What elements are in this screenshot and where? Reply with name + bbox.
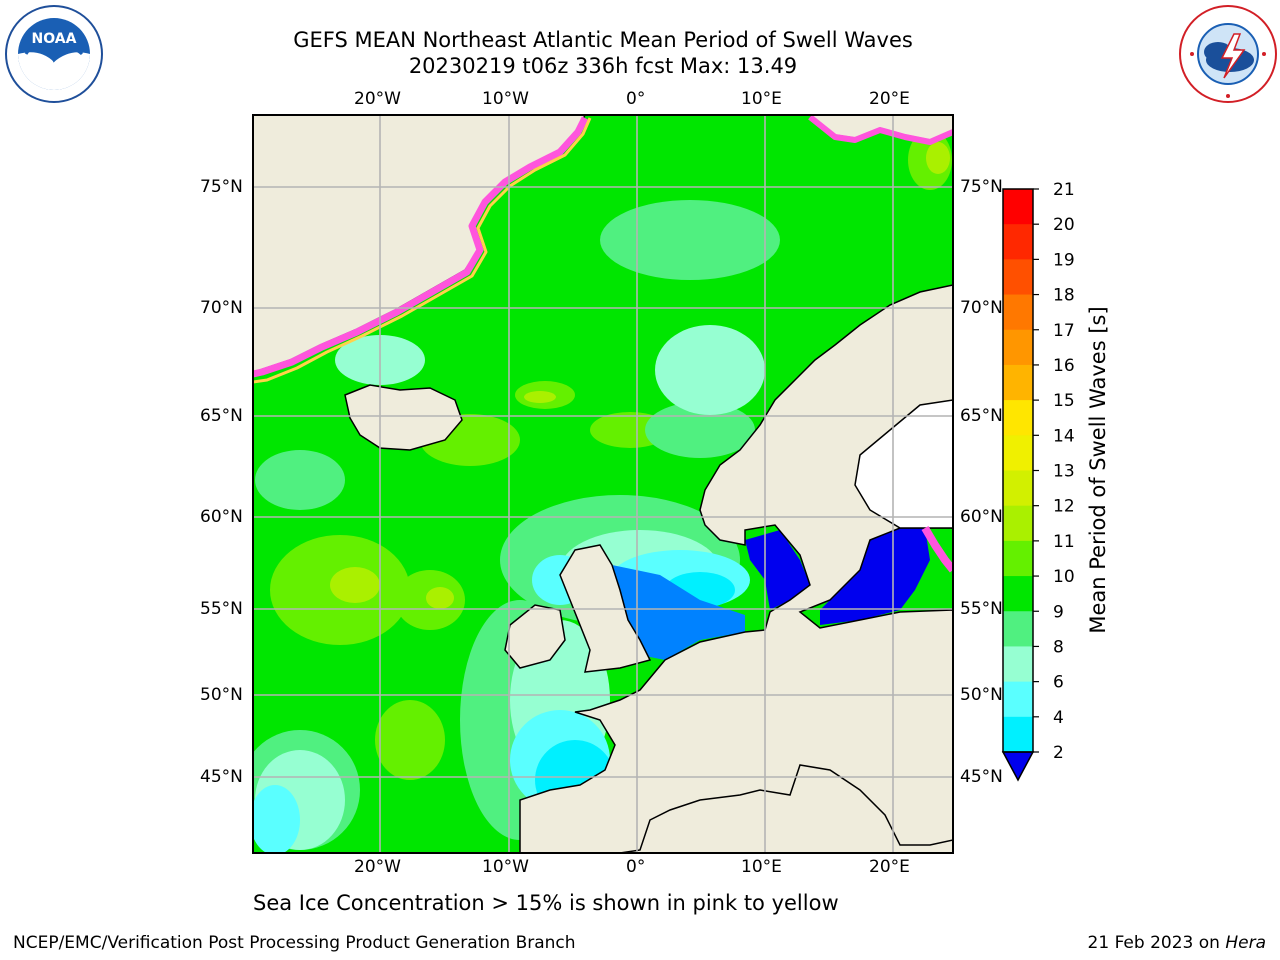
lon-label-top: 20°E (869, 89, 910, 109)
svg-text:NOAA: NOAA (32, 31, 77, 47)
lat-label-right: 55°N (960, 599, 1003, 619)
colorbar-tick-label: 16 (1053, 356, 1075, 376)
colorbar-cell (1003, 224, 1033, 260)
colorbar-tick-label: 10 (1053, 567, 1075, 587)
colorbar-cell (1003, 576, 1033, 612)
lon-label-top: 20°W (354, 89, 401, 109)
colorbar-extend-min (1001, 751, 1035, 782)
colorbar-tick-label: 4 (1053, 708, 1064, 728)
lon-label-bottom: 10°E (741, 857, 782, 877)
lon-label-top: 0° (626, 89, 646, 109)
no-data-region (854, 399, 953, 529)
colorbar-tick-label: 20 (1053, 215, 1075, 235)
colorbar: 21 20 19 18 17 16 15 14 13 12 11 10 9 8 6 4 2 (1001, 180, 1075, 782)
colorbar-cell (1003, 505, 1033, 542)
colorbar-cell (1003, 364, 1033, 401)
colorbar-cell (1003, 646, 1033, 683)
chart-subtitle: 20230219 t06z 336h fcst Max: 13.49 (408, 54, 798, 78)
footer-credit: NCEP/EMC/Verification Post Processing Pr… (13, 933, 576, 953)
lat-label-right: 60°N (960, 507, 1003, 527)
colorbar-tick-label: 19 (1053, 250, 1075, 270)
colorbar-tick-label: 17 (1053, 321, 1075, 341)
graticule (253, 115, 953, 853)
lat-label-left: 75°N (200, 177, 243, 197)
colorbar-cell (1003, 540, 1033, 577)
colorbar-tick-label: 8 (1053, 637, 1064, 657)
lat-label-left: 50°N (200, 685, 243, 705)
colorbar-cell (1003, 189, 1033, 225)
colorbar-tick-label: 18 (1053, 286, 1075, 306)
lat-label-right: 65°N (960, 406, 1003, 426)
colorbar-tick-label: 12 (1053, 497, 1075, 517)
lat-label-right: 70°N (960, 298, 1003, 318)
colorbar-tick-label: 14 (1053, 426, 1075, 446)
noaa-logo: NOAA (5, 5, 103, 103)
colorbar-tick-label: 13 (1053, 462, 1075, 482)
colorbar-tick-label: 11 (1053, 532, 1075, 552)
colorbar-cell (1003, 400, 1033, 436)
lon-label-bottom: 10°W (482, 857, 529, 877)
colorbar-cell (1003, 435, 1033, 471)
footer-date-text: 21 Feb 2023 on (1087, 933, 1220, 953)
chart-title: GEFS MEAN Northeast Atlantic Mean Period… (293, 28, 913, 52)
colorbar-ticks: 21 20 19 18 17 16 15 14 13 12 11 10 9 8 6 4 2 (1033, 180, 1075, 763)
colorbar-cell (1003, 259, 1033, 296)
colorbar-cell (1003, 294, 1033, 331)
lat-label-left: 55°N (200, 599, 243, 619)
lon-label-bottom: 0° (626, 857, 646, 877)
colorbar-tick-label: 15 (1053, 391, 1075, 411)
sea-ice-caption: Sea Ice Concentration > 15% is shown in … (253, 891, 839, 915)
colorbar-cell (1003, 681, 1033, 718)
lon-label-top: 10°E (741, 89, 782, 109)
colorbar-cell (1003, 611, 1033, 647)
lat-label-left: 65°N (200, 406, 243, 426)
footer-host: Hera (1225, 933, 1266, 953)
colorbar-label: Mean Period of Swell Waves [s] (1086, 306, 1110, 634)
lat-label-left: 60°N (200, 507, 243, 527)
colorbar-tick-label: 6 (1053, 673, 1064, 693)
colorbar-tick-label: 21 (1053, 180, 1075, 200)
sea-ice-edge (253, 115, 953, 573)
lon-label-bottom: 20°E (869, 857, 910, 877)
nws-logo (1179, 5, 1277, 103)
colorbar-tick-label: 9 (1053, 602, 1064, 622)
lat-label-right: 75°N (960, 177, 1003, 197)
swell-period-12-13 (330, 142, 950, 609)
map-frame (252, 114, 954, 854)
colorbar-cell (1003, 716, 1033, 753)
lat-label-left: 70°N (200, 298, 243, 318)
lat-label-right: 50°N (960, 685, 1003, 705)
lon-label-top: 10°W (482, 89, 529, 109)
colorbar-cell (1003, 470, 1033, 507)
footer-date: 21 Feb 2023 on Hera (1088, 933, 1266, 953)
colorbar-tick-label: 2 (1053, 743, 1064, 763)
colorbar-cell (1003, 329, 1033, 366)
colorbar-cells (1003, 189, 1033, 753)
lat-label-right: 45°N (960, 767, 1003, 787)
lat-label-left: 45°N (200, 767, 243, 787)
lon-label-bottom: 20°W (354, 857, 401, 877)
